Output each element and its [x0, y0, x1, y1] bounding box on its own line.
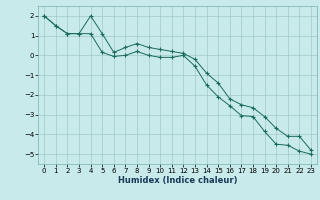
X-axis label: Humidex (Indice chaleur): Humidex (Indice chaleur) [118, 176, 237, 185]
